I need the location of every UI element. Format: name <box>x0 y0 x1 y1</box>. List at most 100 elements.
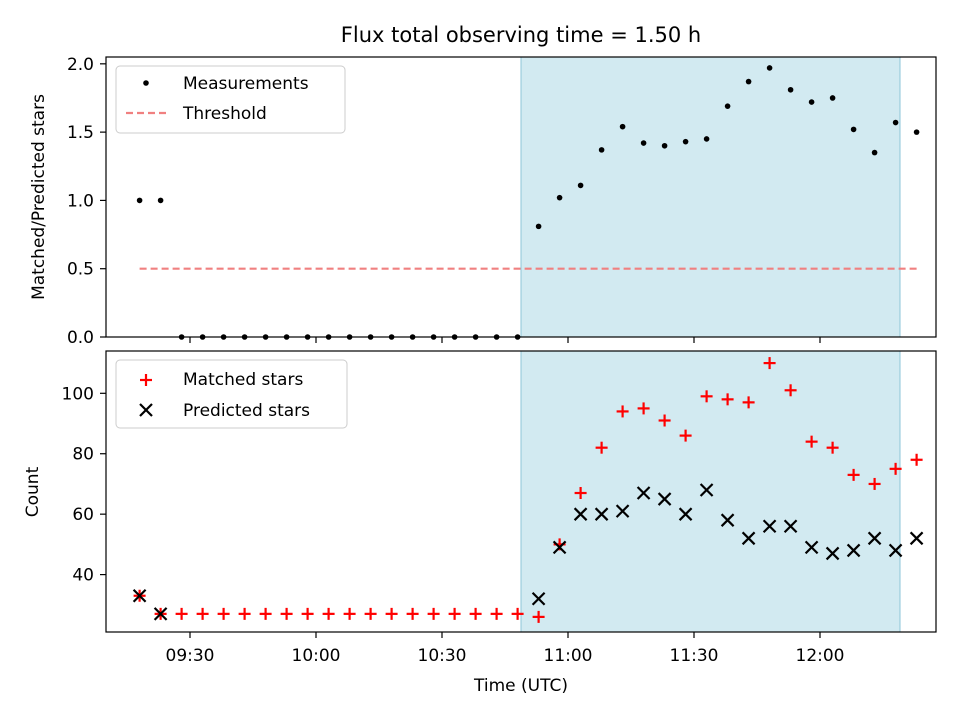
predicted-star-point <box>804 540 819 555</box>
measurement-point <box>829 95 836 101</box>
measurement-point <box>850 126 857 133</box>
matched-star-point <box>490 607 503 620</box>
x-tick-label: 10:30 <box>418 646 467 666</box>
predicted-star-point <box>888 543 903 558</box>
predicted-star-point <box>825 546 840 561</box>
top-y-ticks: 0.0 0.5 1.0 1.5 2.0 <box>67 55 106 348</box>
bottom-y-axis-label: Count <box>23 466 43 517</box>
observing-span-top <box>520 56 901 338</box>
measurement-point <box>724 103 731 109</box>
legend-predicted-label: Predicted stars <box>183 401 310 421</box>
matched-star-point <box>448 607 461 620</box>
x-tick-label: 09:30 <box>166 646 215 666</box>
measurement-point <box>787 86 794 93</box>
measurement-point <box>640 140 647 146</box>
measurement-point <box>913 129 920 135</box>
x-tick-label: 10:00 <box>292 646 341 666</box>
matched-star-point <box>784 384 797 397</box>
predicted-star-point <box>531 591 546 606</box>
matched-star-point <box>826 441 839 454</box>
chart-title: Flux total observing time = 1.50 h <box>341 23 701 47</box>
matched-star-point <box>259 607 272 620</box>
legend-measurements-label: Measurements <box>183 74 309 94</box>
x-axis-label: Time (UTC) <box>473 676 568 696</box>
matched-star-point <box>679 429 692 442</box>
x-tick-label: 11:00 <box>544 646 593 666</box>
bottom-y-ticks: 40 60 80 100 <box>62 384 106 586</box>
measurement-point <box>703 136 710 142</box>
matched-star-point <box>175 607 188 620</box>
top-x-ticks <box>189 337 821 343</box>
bottom-marks <box>132 357 924 623</box>
measurement-point <box>598 147 605 153</box>
matched-star-point <box>427 607 440 620</box>
top-y-tick-label: 2.0 <box>67 55 94 75</box>
top-legend: Measurements Threshold <box>115 65 346 134</box>
matched-star-point <box>280 607 293 620</box>
measurement-point <box>535 223 542 230</box>
predicted-star-point <box>678 507 693 521</box>
matched-star-point <box>574 487 587 500</box>
legend-matched-marker <box>140 374 152 386</box>
matched-star-point <box>238 607 251 620</box>
predicted-star-point <box>657 492 672 506</box>
measurement-point <box>766 65 773 71</box>
measurement-point <box>808 99 815 105</box>
bottom-panel: 40 60 80 100 09:30 10:00 10:30 11:00 11:30 12:00… <box>23 350 937 696</box>
predicted-star-point <box>552 540 567 555</box>
bottom-y-tick-label: 80 <box>72 445 94 465</box>
legend-measurements-marker <box>143 80 149 86</box>
top-y-tick-label: 0.0 <box>67 328 94 348</box>
predicted-star-point <box>636 486 651 500</box>
top-y-tick-label: 1.5 <box>67 123 94 143</box>
bottom-y-tick-label: 60 <box>72 505 94 525</box>
matched-star-point <box>700 390 713 403</box>
predicted-star-point <box>594 507 609 521</box>
bottom-y-tick-label: 100 <box>62 384 94 404</box>
top-panel: 0.00.51.01.52.0 Matched/Predicted stars … <box>29 55 937 348</box>
matched-star-point <box>385 607 398 620</box>
predicted-star-point <box>909 531 924 546</box>
matched-star-point <box>196 607 209 620</box>
measurement-point <box>745 78 752 85</box>
matched-star-point <box>616 405 629 418</box>
bottom-x-ticks: 09:30 10:00 10:30 11:00 11:30 12:00 <box>166 632 845 666</box>
bottom-axes-frame <box>105 350 937 633</box>
predicted-star-point <box>867 531 882 546</box>
measurement-point <box>682 138 689 145</box>
matched-star-point <box>301 607 314 620</box>
measurement-point <box>136 197 143 204</box>
matched-star-point <box>847 468 860 481</box>
matched-star-point <box>658 414 671 427</box>
top-y-axis-label: Matched/Predicted stars <box>29 94 49 300</box>
matched-star-point <box>889 462 902 475</box>
top-y-tick-label: 1.0 <box>67 191 94 211</box>
matched-star-point <box>742 396 755 409</box>
matched-star-point <box>322 607 335 620</box>
matched-star-point <box>469 607 482 620</box>
top-y-tick-label: 0.5 <box>67 260 94 280</box>
predicted-star-point <box>762 519 777 534</box>
matched-star-point <box>532 610 545 623</box>
measurement-point <box>619 123 626 130</box>
bottom-legend-box <box>115 359 348 429</box>
top-legend-box <box>115 65 346 134</box>
matched-star-point <box>721 393 734 406</box>
predicted-star-point <box>132 588 147 603</box>
predicted-star-point <box>615 504 630 518</box>
measurement-point <box>871 149 878 156</box>
matched-star-point <box>868 477 881 490</box>
matched-star-point <box>805 435 818 448</box>
legend-predicted-marker <box>139 403 153 417</box>
bottom-y-tick-label: 40 <box>72 566 94 586</box>
measurement-point <box>661 142 668 149</box>
predicted-star-point <box>741 531 756 546</box>
matched-star-point <box>511 607 524 620</box>
predicted-star-point <box>720 513 735 527</box>
predicted-star-point <box>699 483 714 497</box>
measurement-point <box>157 197 164 204</box>
bottom-legend: Matched stars Predicted stars <box>115 359 348 429</box>
predicted-star-point <box>573 507 588 521</box>
matched-star-point <box>217 607 230 620</box>
